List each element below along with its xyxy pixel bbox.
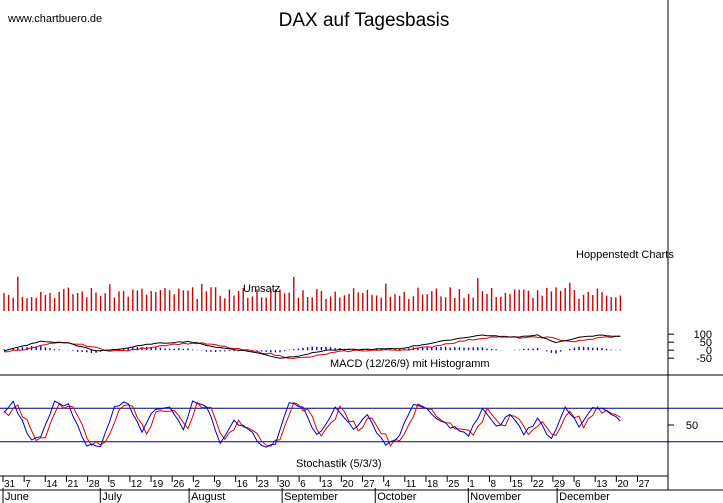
x-tick-label: 6 (575, 479, 581, 490)
x-tick-label: 1 (469, 479, 475, 490)
macd-signal-line (3, 335, 621, 359)
axes: 5600570058005900600061006200630064006500… (0, 0, 723, 491)
x-tick-label: 26 (173, 479, 185, 490)
x-tick-label: 22 (533, 479, 545, 490)
x-tick-label: 5 (110, 479, 116, 490)
x-tick-label: 23 (258, 479, 270, 490)
volume-label: Umsatz (243, 283, 280, 295)
volume-bars (3, 276, 622, 311)
x-tick-label: 18 (427, 479, 439, 490)
month-label: July (102, 491, 122, 503)
month-label: June (5, 491, 29, 503)
x-tick-label: 16 (237, 479, 249, 490)
x-tick-label: 19 (152, 479, 164, 490)
x-tick-label: 15 (512, 479, 524, 490)
watermark-text: www.chartbuero.de (7, 13, 102, 25)
x-tick-label: 4 (385, 479, 391, 490)
credit-text: Hoppenstedt Charts (576, 249, 674, 261)
x-tick-label: 20 (342, 479, 354, 490)
x-tick-label: 13 (321, 479, 333, 490)
x-tick-label: 25 (448, 479, 460, 490)
macd-y-tick-label: 50 (700, 337, 712, 349)
x-axis: 31 7 14 21 28 5 12 19 26 2 9 16 23 30 6 13 20 27 4 11 18 25 1 8… (0, 475, 668, 503)
chart-title: DAX auf Tagesbasis (279, 10, 450, 31)
x-tick-label: 27 (364, 479, 376, 490)
macd-y-tick-label: 0 (706, 345, 712, 357)
x-tick-label: 2 (194, 479, 200, 490)
macd-y-tick-label: 100 (694, 329, 712, 341)
stochastic-panel (0, 400, 723, 448)
stochastic-d-line (3, 401, 621, 448)
macd-label: MACD (12/26/9) mit Histogramm (330, 358, 490, 370)
month-label: September (284, 491, 338, 503)
month-label: August (191, 491, 225, 503)
stochastic-k-line (3, 400, 621, 448)
x-tick-label: 31 (4, 479, 16, 490)
x-tick-label: 11 (406, 479, 417, 490)
month-label: December (559, 491, 610, 503)
macd-y-tick-label: -50 (696, 353, 712, 365)
x-tick-label: 13 (596, 479, 608, 490)
stochastic-y-tick-label: 50 (686, 420, 698, 432)
x-tick-label: 20 (617, 479, 629, 490)
x-tick-label: 30 (279, 479, 291, 490)
x-tick-label: 8 (490, 479, 496, 490)
x-tick-label: 12 (131, 479, 143, 490)
x-tick-label: 6 (300, 479, 306, 490)
x-tick-label: 28 (89, 479, 101, 490)
x-tick-label: 21 (67, 479, 79, 490)
month-label: November (470, 491, 521, 503)
x-tick-label: 14 (46, 479, 58, 490)
x-tick-label: 27 (639, 479, 651, 490)
x-tick-label: 9 (216, 479, 222, 490)
month-label: October (377, 491, 416, 503)
macd-panel (3, 334, 622, 359)
stochastic-label: Stochastik (5/3/3) (296, 458, 382, 470)
macd-line (3, 334, 621, 359)
x-tick-label: 7 (25, 479, 31, 490)
x-tick-label: 29 (554, 479, 566, 490)
